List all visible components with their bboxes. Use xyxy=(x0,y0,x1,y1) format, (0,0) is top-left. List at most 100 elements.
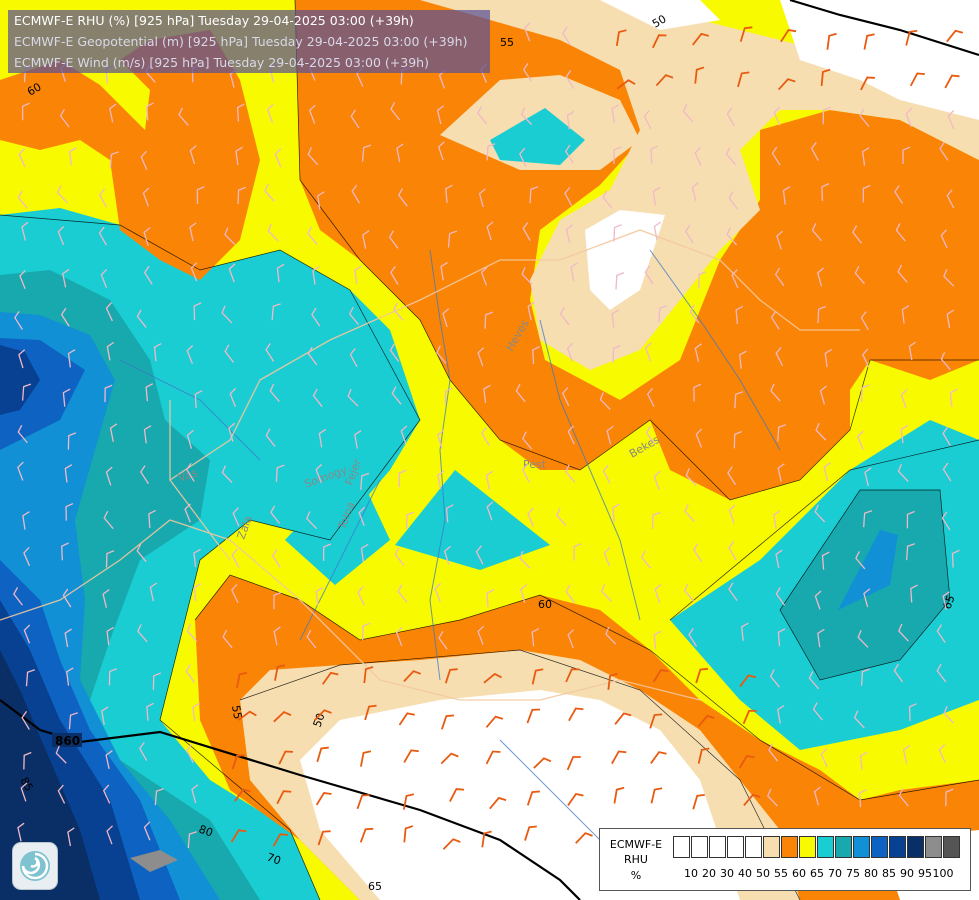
wind-barb xyxy=(274,664,286,681)
wind-barb xyxy=(946,189,955,209)
wind-barb xyxy=(350,109,360,129)
wind-barb xyxy=(567,425,575,445)
wind-barb xyxy=(607,672,618,690)
wind-barb xyxy=(612,503,620,522)
wind-barb xyxy=(390,102,401,121)
wind-barb xyxy=(396,143,404,163)
wind-barb xyxy=(347,388,359,407)
wind-barb xyxy=(862,348,870,368)
legend-tick: 75 xyxy=(846,867,860,880)
wind-barb xyxy=(815,422,827,441)
wind-barb xyxy=(140,150,148,170)
wind-barb xyxy=(59,108,70,128)
wind-barb xyxy=(611,750,627,765)
wind-barb xyxy=(565,70,575,89)
wind-barb xyxy=(902,146,911,165)
wind-barb xyxy=(315,463,323,483)
wind-barb xyxy=(152,672,162,690)
wind-barb xyxy=(602,190,613,209)
wind-barb xyxy=(532,346,540,365)
wind-barb xyxy=(264,183,275,202)
legend-tick: 95 xyxy=(918,867,932,880)
wind-barb xyxy=(811,223,823,242)
ecmwf-logo-icon xyxy=(20,851,50,881)
legend-tick: 55 xyxy=(774,867,788,880)
wind-barb xyxy=(62,388,71,407)
wind-barb xyxy=(483,672,502,684)
wind-barb xyxy=(23,546,31,567)
wind-barb xyxy=(146,102,154,121)
wind-barb xyxy=(276,790,292,805)
wind-barb xyxy=(67,432,77,450)
wind-barb xyxy=(317,191,325,210)
wind-barb xyxy=(64,628,72,648)
wind-barb xyxy=(105,550,115,568)
wind-barb xyxy=(682,104,694,123)
wind-barb xyxy=(559,307,570,326)
wind-barb xyxy=(149,582,158,602)
wind-barb xyxy=(267,223,279,242)
wind-barb xyxy=(146,702,154,721)
wind-barb xyxy=(817,628,825,648)
wind-barb xyxy=(271,303,281,321)
wind-barb xyxy=(522,221,531,241)
wind-barb xyxy=(145,383,154,402)
wind-barb xyxy=(440,261,448,281)
wind-barb xyxy=(104,384,113,403)
wind-barb xyxy=(693,543,702,562)
wind-barb xyxy=(231,548,240,568)
wind-barb xyxy=(777,78,796,91)
legend-swatch xyxy=(943,836,960,858)
wind-barb xyxy=(774,267,785,287)
wind-barb xyxy=(484,311,493,329)
wind-barb xyxy=(894,185,904,204)
wind-barb xyxy=(531,668,544,685)
wind-barb xyxy=(437,141,445,161)
wind-barb xyxy=(695,428,703,448)
wind-barb xyxy=(652,34,667,49)
legend-tick: 10 xyxy=(684,867,698,880)
wind-barb xyxy=(646,387,655,407)
wind-barb xyxy=(481,426,490,446)
legend-unit: % xyxy=(630,869,642,882)
rhu-fill-below-50-north xyxy=(585,0,979,310)
wind-barb xyxy=(236,671,248,689)
wind-barb xyxy=(191,784,199,804)
legend-title: ECMWF-E RHU xyxy=(604,837,668,867)
wind-barb xyxy=(360,750,372,767)
wind-barb xyxy=(728,541,737,561)
legend-title-model: ECMWF-E xyxy=(609,838,663,851)
wind-barb xyxy=(567,793,584,807)
wind-barb xyxy=(486,501,494,521)
wind-barb xyxy=(221,465,233,484)
wind-barb xyxy=(944,74,960,89)
wind-barb xyxy=(475,545,484,565)
title-wind: ECMWF-E Wind (m/s) [925 hPa] Tuesday 29-… xyxy=(14,55,429,70)
wind-barb xyxy=(863,510,873,528)
wind-barb xyxy=(773,106,781,126)
wind-barb xyxy=(184,503,191,523)
wind-barb xyxy=(393,302,404,321)
wind-barb xyxy=(565,584,575,604)
ecmwf-logo[interactable] xyxy=(12,842,58,890)
wind-barb xyxy=(826,32,837,50)
rhu-legend: ECMWF-E RHU % 10 20 30 40 50 55 60 65 70 75 80 85 90… xyxy=(599,828,971,891)
wind-barb xyxy=(653,221,662,241)
legend-tick: 40 xyxy=(738,867,752,880)
wind-barb xyxy=(189,222,197,242)
wind-barb xyxy=(186,429,194,449)
wind-barb xyxy=(193,302,202,321)
legend-swatch xyxy=(817,836,834,858)
wind-barb xyxy=(740,622,749,641)
rhu-fill-75-80-east xyxy=(838,530,898,610)
wind-barb xyxy=(570,262,578,281)
wind-barb xyxy=(860,668,870,686)
wind-barb xyxy=(824,348,833,368)
wind-barb xyxy=(109,103,117,123)
wind-barb xyxy=(862,184,871,203)
wind-barb xyxy=(685,468,697,486)
wind-barb xyxy=(864,467,872,487)
wind-barb xyxy=(521,266,533,285)
wind-barb xyxy=(939,141,949,161)
